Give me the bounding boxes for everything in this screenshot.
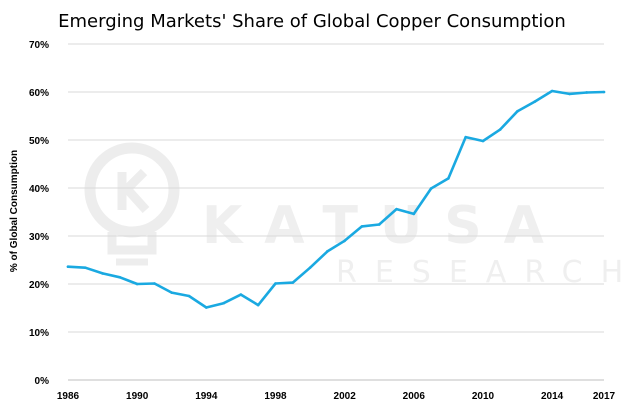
data-point: [308, 266, 312, 269]
x-tick-label: 2014: [541, 391, 564, 402]
x-tick-label: 2017: [593, 391, 616, 402]
data-point: [533, 100, 537, 103]
data-point: [326, 250, 329, 253]
data-point: [550, 89, 554, 93]
chart-title: Emerging Markets' Share of Global Copper…: [58, 11, 566, 32]
x-tick-label: 1990: [126, 391, 149, 402]
data-point: [222, 301, 225, 305]
data-point: [516, 109, 519, 113]
y-tick-labels: 0% 10% 20% 30% 40% 50% 60% 70%: [29, 40, 49, 387]
watermark-line1: KATUSA: [202, 196, 566, 256]
y-tick-label: 20%: [29, 280, 49, 291]
data-point: [395, 207, 398, 211]
y-axis-label: % of Global Consumption: [9, 150, 20, 272]
series-line: [66, 89, 606, 309]
series-group: [66, 89, 606, 309]
data-point: [343, 239, 346, 243]
watermark: KATUSA RESEARCH: [84, 142, 624, 290]
data-point: [498, 128, 502, 131]
data-point: [447, 177, 450, 180]
data-point: [135, 282, 139, 286]
y-tick-label: 70%: [29, 40, 49, 51]
data-point: [187, 294, 191, 298]
data-point: [291, 281, 295, 284]
data-point: [602, 90, 606, 94]
data-point: [83, 266, 87, 269]
watermark-line2: RESEARCH: [336, 255, 624, 290]
data-point: [412, 212, 416, 216]
data-point: [118, 275, 122, 279]
data-point: [239, 293, 243, 296]
data-point: [360, 225, 364, 228]
y-tick-label: 40%: [29, 184, 49, 195]
data-point: [256, 303, 260, 307]
data-point: [377, 223, 381, 226]
x-tick-label: 1998: [264, 391, 287, 402]
y-tick-label: 10%: [29, 328, 49, 339]
x-tick-label: 2002: [334, 391, 357, 402]
data-point: [585, 91, 589, 94]
data-point: [464, 135, 467, 139]
x-tick-label: 1986: [57, 391, 80, 402]
data-point: [568, 92, 571, 96]
data-point: [274, 282, 277, 285]
data-point: [429, 187, 433, 190]
data-point: [170, 291, 174, 294]
data-point: [66, 265, 70, 269]
data-point: [481, 139, 485, 143]
x-tick-label: 2006: [403, 391, 426, 402]
y-tick-label: 30%: [29, 232, 49, 243]
data-point: [153, 282, 156, 285]
y-tick-label: 60%: [29, 88, 49, 99]
x-tick-label: 1994: [195, 391, 218, 402]
data-point: [101, 272, 104, 275]
data-point: [205, 306, 208, 309]
y-tick-label: 50%: [29, 136, 49, 147]
x-tick-labels: 1986 1990 1994 1998 2002 2006 2010 2014 2017: [57, 391, 616, 402]
x-tick-label: 2010: [472, 391, 495, 402]
y-tick-label: 0%: [35, 376, 50, 387]
lightbulb-logo-icon: [84, 142, 180, 266]
